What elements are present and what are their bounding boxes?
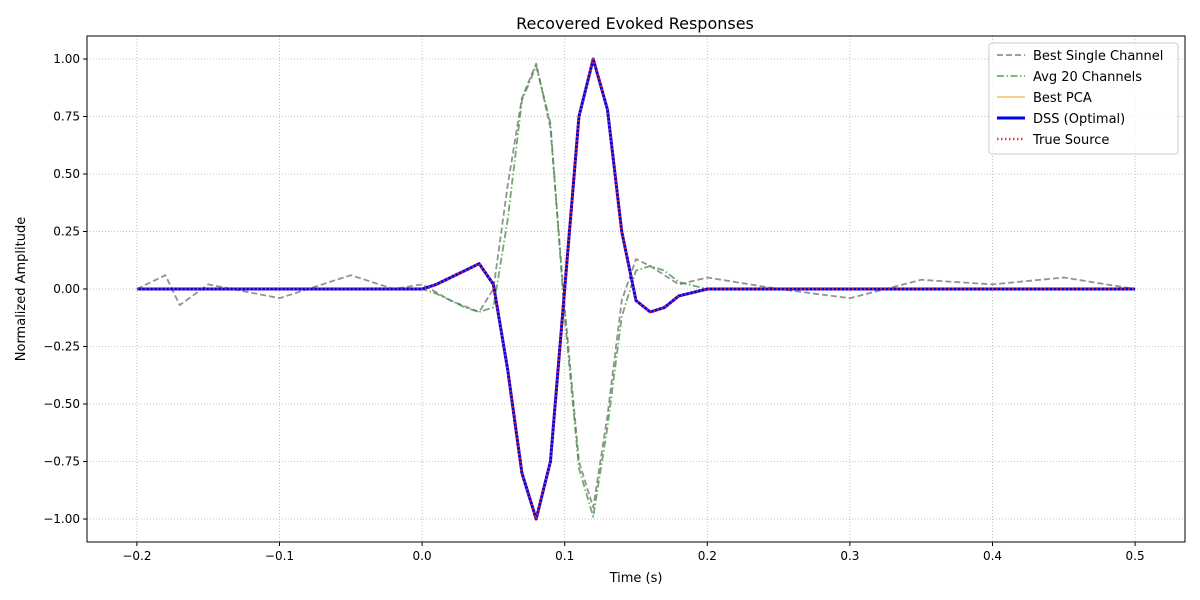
legend-label-5: True Source [1032, 133, 1109, 148]
x-axis-label: Time (s) [609, 571, 663, 586]
y-tick-label: −1.00 [43, 512, 80, 526]
y-tick-label: 0.75 [53, 110, 80, 124]
y-tick-label: 1.00 [53, 52, 80, 66]
x-tick-label: 0.3 [840, 549, 859, 563]
x-tick-label: 0.2 [698, 549, 717, 563]
x-tick-label: 0.1 [555, 549, 574, 563]
x-axis: −0.2 −0.1 0.0 0.1 0.2 0.3 0.4 0.5 [122, 542, 1145, 563]
y-axis-label: Normalized Amplitude [14, 217, 29, 361]
legend-label-4: DSS (Optimal) [1033, 112, 1125, 127]
x-tick-label: 0.4 [983, 549, 1002, 563]
y-tick-label: −0.50 [43, 397, 80, 411]
x-tick-label: −0.2 [122, 549, 151, 563]
series-layer [136, 57, 1136, 521]
y-tick-label: 0.00 [53, 282, 80, 296]
series-line-1 [136, 62, 1136, 509]
series-line-2 [136, 65, 1136, 518]
x-tick-label: 0.0 [413, 549, 432, 563]
legend-label-1: Best Single Channel [1033, 49, 1163, 64]
series-line-5 [136, 57, 1136, 521]
chart-title: Recovered Evoked Responses [516, 14, 754, 33]
y-tick-label: −0.75 [43, 455, 80, 469]
y-tick-label: 0.25 [53, 225, 80, 239]
x-tick-label: 0.5 [1126, 549, 1145, 563]
y-tick-label: 0.50 [53, 167, 80, 181]
y-axis: −1.00 −0.75 −0.50 −0.25 0.00 0.25 0.50 0.75 1.00 [43, 52, 87, 526]
legend-label-2: Avg 20 Channels [1033, 70, 1142, 85]
x-tick-label: −0.1 [265, 549, 294, 563]
legend-label-3: Best PCA [1033, 91, 1092, 106]
y-tick-label: −0.25 [43, 340, 80, 354]
legend-box [988, 42, 1179, 155]
legend: Best Single Channel Avg 20 Channels Best P… [988, 42, 1179, 155]
